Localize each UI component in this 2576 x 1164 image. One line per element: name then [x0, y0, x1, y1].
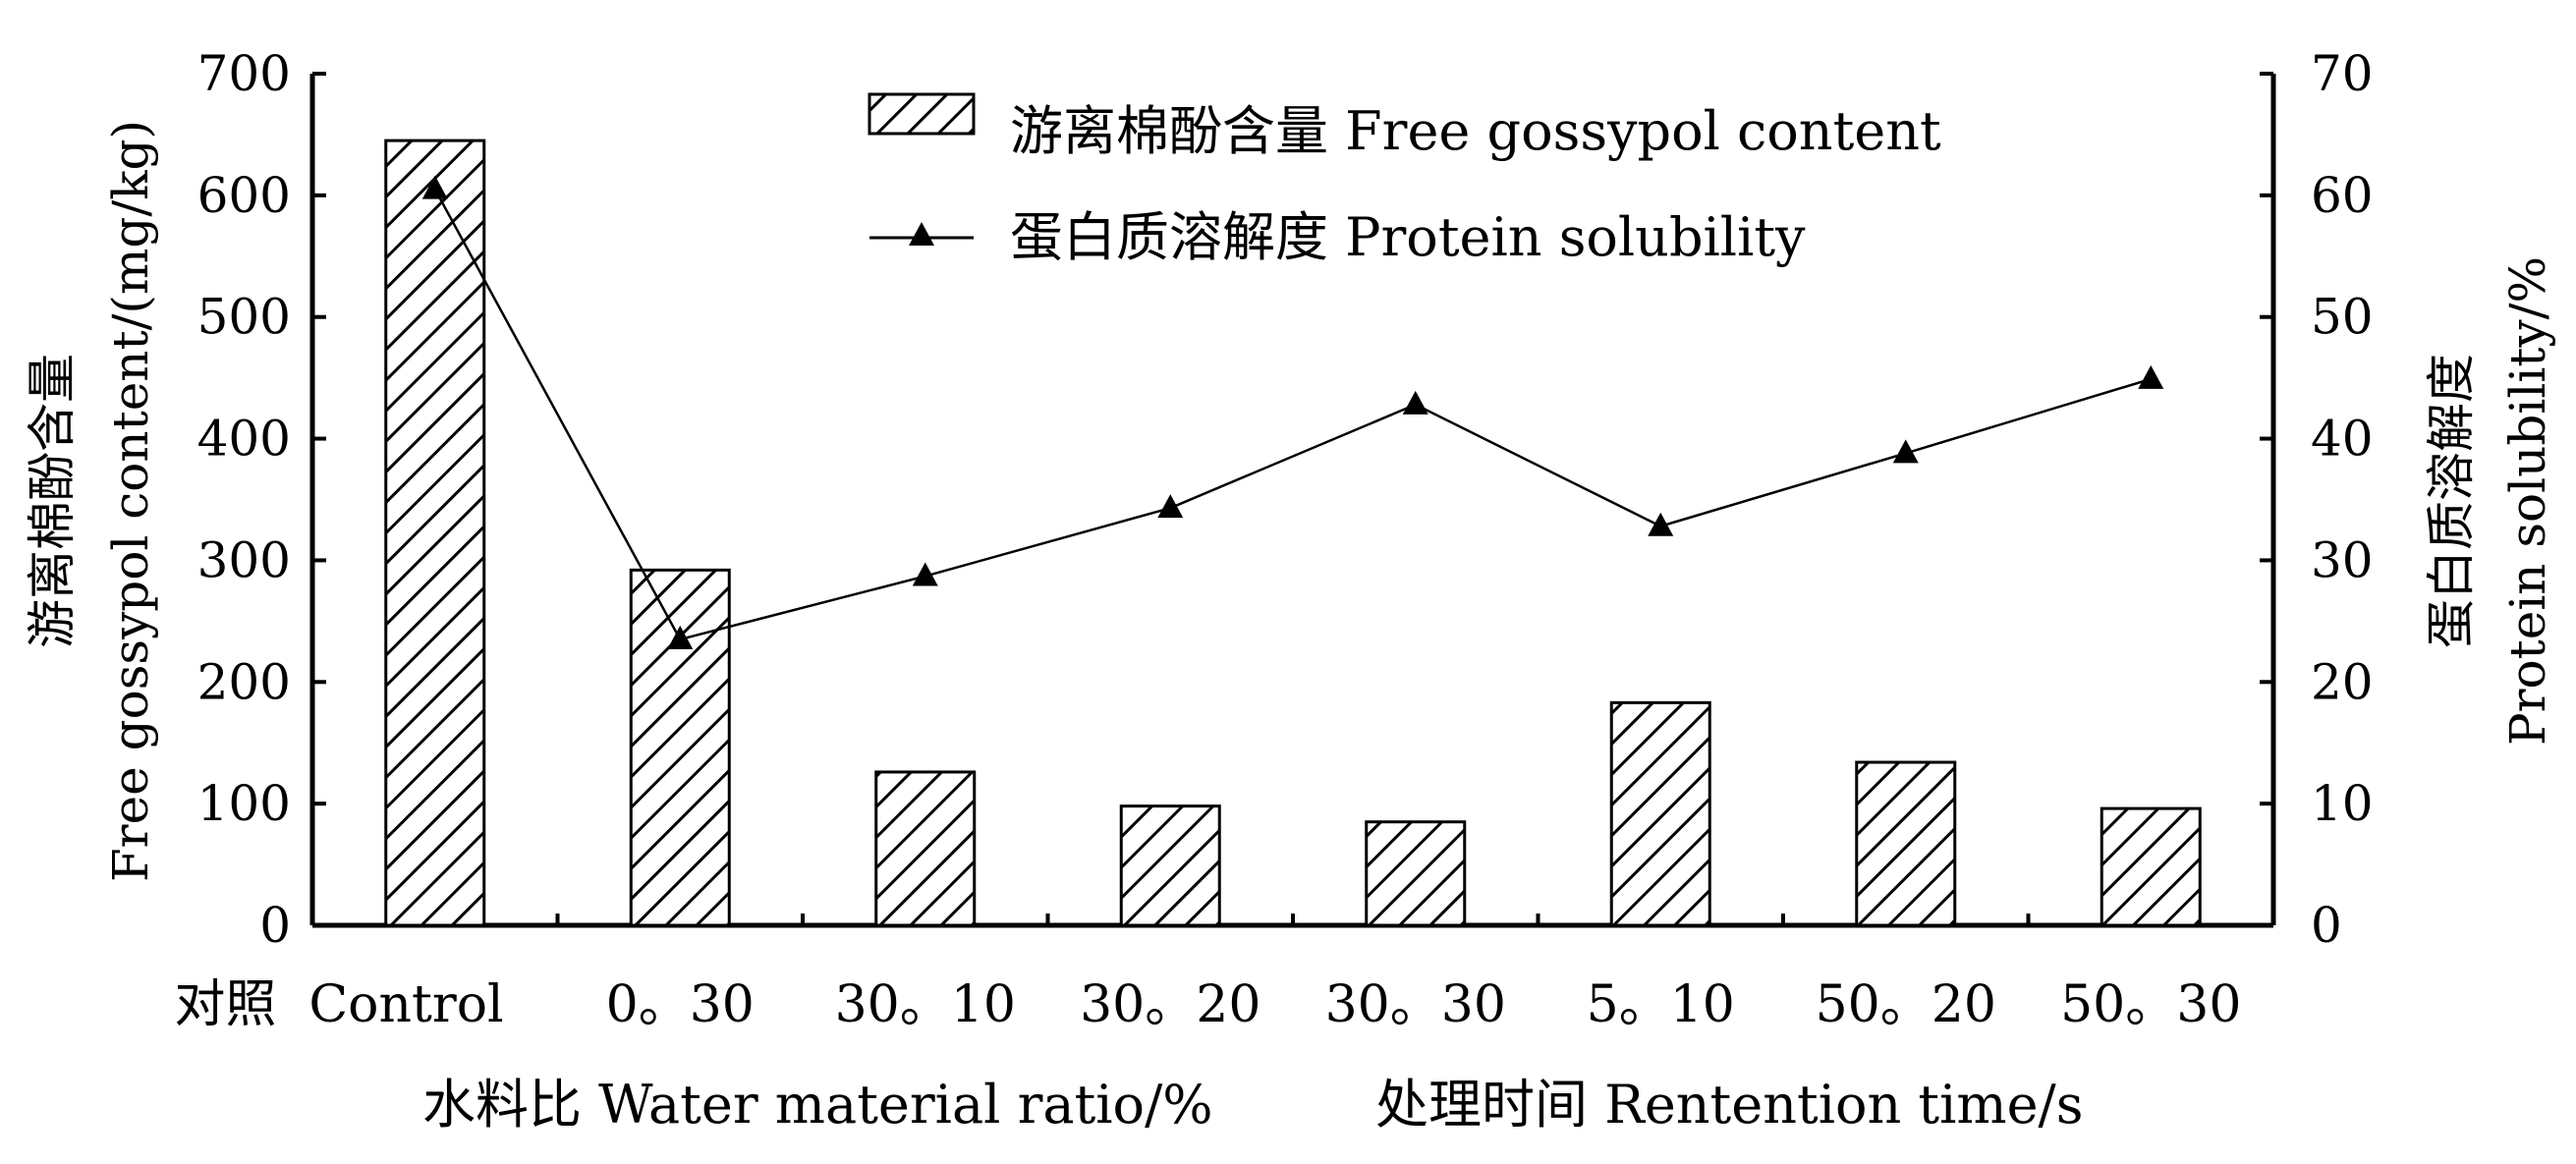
protein-solubility-point: [667, 625, 694, 649]
x-group-water-ratio: 水料比 Water material ratio/%: [422, 1074, 1213, 1136]
protein-solubility-point: [1892, 439, 1919, 464]
right-tick-label: 50: [2311, 289, 2374, 346]
left-tick-label: 700: [197, 45, 291, 102]
x-category-label: 30。30: [1325, 975, 1506, 1034]
left-tick-label: 400: [197, 411, 291, 468]
legend-triangle-marker: [909, 222, 934, 246]
left-tick-label: 200: [197, 653, 291, 710]
x-category-label: 对照 Control: [174, 975, 503, 1034]
protein-solubility-point: [421, 175, 448, 199]
left-tick-label: 300: [197, 531, 291, 588]
legend-bar-label: 游离棉酚含量 Free gossypol content: [1010, 100, 1941, 162]
bars-layer: [384, 139, 2202, 927]
x-category-label: 50。20: [1816, 975, 1996, 1034]
protein-solubility-line: [433, 189, 2152, 641]
gossypol-bar: [384, 139, 486, 927]
left-tick-label: 100: [197, 775, 291, 832]
gossypol-bar: [1365, 820, 1467, 927]
line-layer: [421, 175, 2164, 649]
gossypol-bar: [1119, 804, 1221, 927]
x-group-retention-time: 处理时间 Rentention time/s: [1375, 1074, 2083, 1136]
protein-solubility-point: [2138, 364, 2164, 389]
protein-solubility-point: [1402, 390, 1428, 415]
gossypol-bar: [1609, 700, 1711, 927]
right-tick-label: 20: [2311, 653, 2374, 710]
left-axis-title-cn: 游离棉酚含量: [24, 354, 81, 648]
right-axis-title-cn: 蛋白质溶解度: [2423, 354, 2480, 648]
protein-solubility-point: [1648, 512, 1674, 536]
gossypol-bar: [874, 770, 977, 927]
labels-layer: 对照 Control 0。30 30。10 30。20 30。30 5。10 50。20 50…: [174, 975, 2241, 1034]
x-category-label: 5。10: [1587, 975, 1735, 1034]
legend: 游离棉酚含量 Free gossypol content 蛋白质溶解度 Prot…: [868, 92, 1941, 268]
left-tick-label: 600: [197, 167, 291, 224]
right-tick-label: 60: [2311, 167, 2374, 224]
gossypol-bar: [1855, 760, 1957, 927]
gossypol-bar: [629, 568, 731, 927]
right-tick-label: 70: [2311, 45, 2374, 102]
protein-solubility-point: [912, 562, 938, 586]
left-tick-label: 500: [197, 289, 291, 346]
right-tick-label: 10: [2311, 775, 2374, 832]
x-category-label: 0。30: [606, 975, 755, 1034]
left-axis-title-en: Free gossypol content/(mg/kg): [102, 120, 159, 882]
x-category-label: 50。30: [2060, 975, 2241, 1034]
legend-bar-swatch: [868, 92, 976, 136]
legend-line-label: 蛋白质溶解度 Protein solubility: [1010, 206, 1806, 268]
ticks-layer: 0 100 200 300 400 500 600 700 0 10 20 30 40 50 60 70: [197, 45, 2374, 954]
right-tick-label: 0: [2311, 897, 2342, 954]
right-tick-label: 30: [2311, 531, 2374, 588]
left-tick-label: 0: [259, 897, 291, 954]
right-axis-title-en: Protein solubility/%: [2499, 256, 2556, 746]
gossypol-bar: [2100, 806, 2202, 927]
x-category-label: 30。10: [835, 975, 1016, 1034]
right-tick-label: 40: [2311, 411, 2374, 468]
x-category-label: 30。20: [1080, 975, 1260, 1034]
protein-solubility-point: [1157, 494, 1184, 519]
